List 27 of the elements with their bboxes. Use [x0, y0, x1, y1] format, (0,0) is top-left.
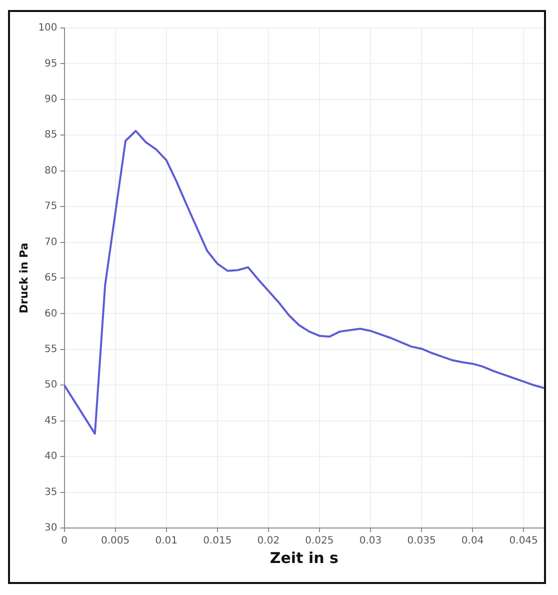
- y-tick-label: 30: [44, 522, 58, 534]
- x-tick-label: 0.02: [257, 536, 280, 547]
- y-axis-title: Druck in Pa: [17, 242, 30, 314]
- y-tick-label: 35: [44, 486, 58, 498]
- y-tick-label: 55: [44, 344, 58, 356]
- x-tick-label: 0.045: [509, 536, 538, 547]
- y-tick-label: 100: [38, 22, 58, 34]
- x-tick-label: 0.035: [407, 536, 436, 547]
- y-tick-label: 80: [44, 165, 58, 176]
- y-tick-label: 90: [44, 94, 58, 106]
- y-tick-label: 75: [44, 201, 58, 212]
- x-tick-label: 0.005: [101, 536, 130, 547]
- x-axis-title: Zeit in s: [270, 548, 338, 567]
- y-tick-label: 60: [44, 308, 58, 320]
- x-tick-label: 0: [61, 536, 68, 547]
- x-tick-label: 0.04: [461, 536, 484, 547]
- y-tick-label: 65: [44, 272, 58, 284]
- y-tick-label: 40: [44, 451, 58, 462]
- x-tick-label: 0.025: [305, 536, 334, 547]
- x-tick-label: 0.01: [155, 536, 178, 547]
- y-tick-label: 50: [44, 380, 58, 391]
- x-tick-label: 0.03: [359, 536, 382, 547]
- y-tick-label: 85: [44, 130, 58, 141]
- y-tick-label: 95: [44, 58, 58, 70]
- y-tick-label: 45: [44, 415, 58, 426]
- y-tick-label: 70: [44, 236, 58, 248]
- x-tick-label: 0.015: [203, 536, 232, 547]
